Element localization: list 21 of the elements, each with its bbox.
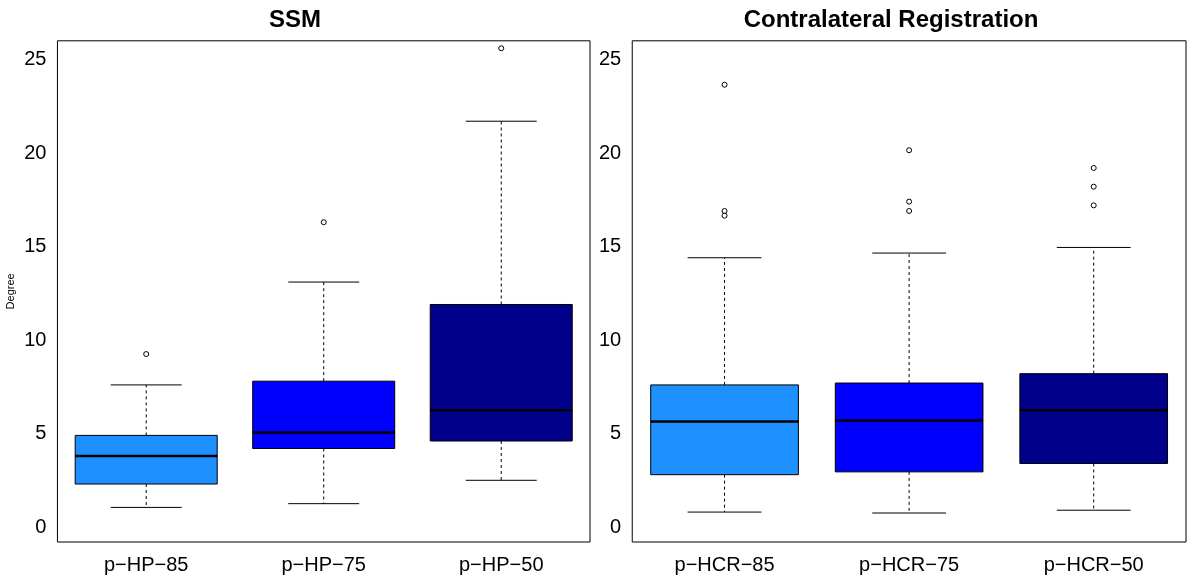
- y-tick-label: 5: [610, 421, 622, 444]
- x-tick-label: p−HCR−50: [1043, 552, 1144, 575]
- y-tick-label: 15: [24, 234, 47, 257]
- y-tick-label: 0: [35, 514, 47, 537]
- y-tick-label: 20: [24, 140, 47, 163]
- x-tick-label: p−HP−75: [281, 552, 366, 575]
- y-tick-label: 5: [35, 421, 47, 444]
- x-tick-label: p−HCR−85: [674, 552, 775, 575]
- y-tick-label: 15: [599, 234, 622, 257]
- chart-title: SSM: [268, 5, 322, 33]
- y-tick-label: 25: [24, 47, 47, 70]
- x-tick-label: p−HP−50: [458, 552, 544, 575]
- y-tick-label: 10: [24, 327, 47, 350]
- chart-title: Contralateral Registration: [743, 5, 1039, 33]
- y-tick-label: 0: [610, 514, 622, 537]
- y-tick-label: 20: [599, 140, 622, 163]
- y-axis-title: Degree: [3, 273, 16, 310]
- y-tick-label: 10: [599, 327, 622, 350]
- y-tick-label: 25: [599, 47, 622, 70]
- x-tick-label: p−HP−85: [103, 552, 189, 575]
- x-tick-label: p−HCR−75: [859, 552, 960, 575]
